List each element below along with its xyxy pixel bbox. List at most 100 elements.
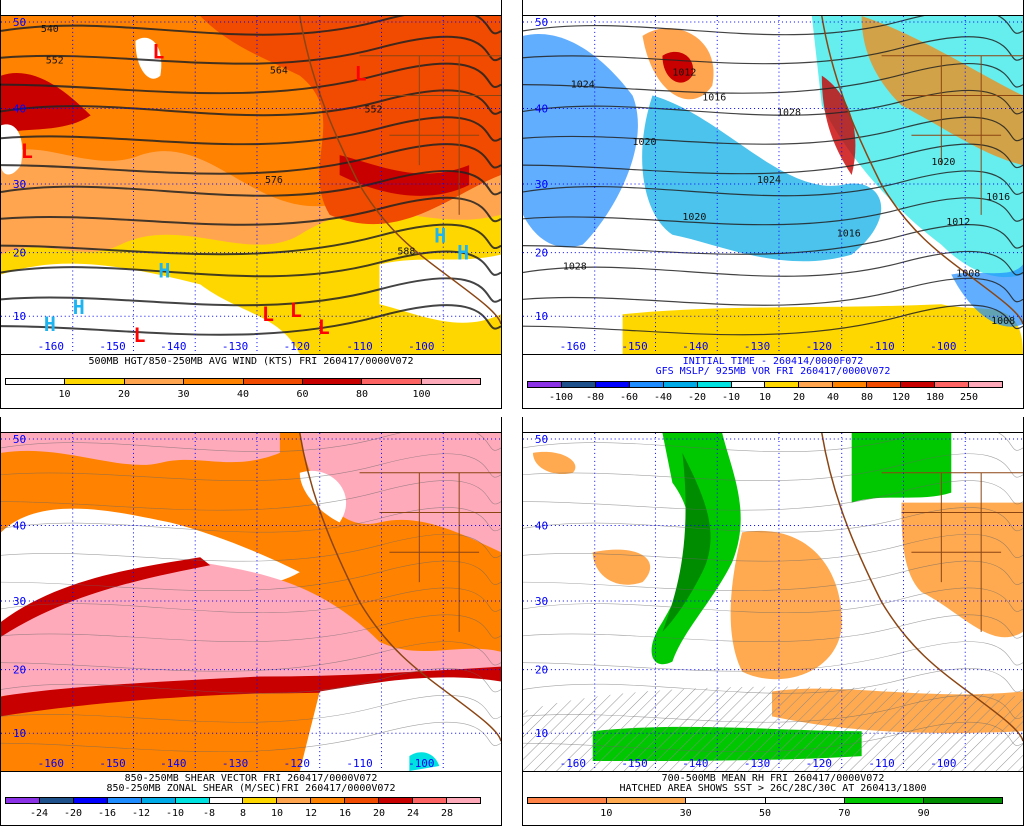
contour-line bbox=[1, 304, 501, 336]
low-pressure-marker: L bbox=[318, 316, 330, 339]
colorbar-labels: -24 -20 -16 -12 -10 -8 8 10 12 16 20 24 28 bbox=[5, 808, 481, 820]
colorbar-tick-label: 50 bbox=[758, 808, 772, 819]
shaded-region bbox=[821, 75, 856, 176]
shaded-region bbox=[135, 37, 162, 79]
shaded-region bbox=[379, 254, 501, 323]
latitude-label: 20 bbox=[535, 247, 548, 260]
panel-wind-500mb: 50 40 30 20 10 -160 -150 -140 -130 -120 -110 -100 54… bbox=[0, 0, 502, 409]
contour-label: 1016 bbox=[837, 229, 861, 240]
contour-line bbox=[523, 507, 1023, 533]
latitude-label: 20 bbox=[13, 247, 26, 260]
colorbar-tick-label: -40 bbox=[653, 392, 673, 403]
colorbar-segment bbox=[6, 798, 40, 803]
shaded-region bbox=[642, 95, 882, 262]
colorbar-tick-label: -60 bbox=[619, 392, 639, 403]
panel-relative-humidity: 50 40 30 20 10 -160 -150 -140 -130 -120 -110 -100 7… bbox=[522, 417, 1024, 826]
contour-label: 1020 bbox=[931, 157, 955, 168]
contour-line bbox=[523, 250, 1023, 277]
longitude-label: -120 bbox=[284, 340, 310, 353]
colorbar-segment bbox=[379, 798, 414, 803]
colorbar-segment bbox=[345, 798, 380, 803]
state-borders bbox=[881, 55, 1023, 215]
colorbar-tick-label: 24 bbox=[406, 808, 420, 819]
contour-label: 1024 bbox=[757, 175, 781, 186]
colorbar-tick-label: -80 bbox=[585, 392, 605, 403]
longitude-label: -130 bbox=[744, 340, 770, 353]
colorbar-segment bbox=[629, 382, 664, 387]
shaded-region bbox=[951, 264, 1023, 327]
colorbar bbox=[527, 797, 1003, 804]
latitude-label: 20 bbox=[535, 664, 548, 677]
colorbar-tick-label: 30 bbox=[177, 389, 190, 400]
colorbar-tick-label: 90 bbox=[917, 808, 930, 819]
contour-label: 1008 bbox=[956, 268, 980, 279]
contour-line bbox=[523, 480, 1023, 511]
low-pressure-marker: L bbox=[290, 299, 302, 322]
contour-line bbox=[1, 143, 501, 175]
colorbar-segment bbox=[561, 382, 596, 387]
coastline bbox=[821, 16, 1023, 325]
longitude-label: -130 bbox=[222, 340, 248, 353]
colorbar-segment bbox=[697, 382, 732, 387]
state-borders bbox=[359, 472, 501, 632]
colorbar-segment bbox=[302, 379, 363, 384]
colorbar-tick-label: 10 bbox=[270, 808, 284, 819]
contour-line bbox=[523, 668, 1023, 694]
colorbar-tick-label: -8 bbox=[202, 808, 216, 819]
contour-line bbox=[523, 534, 1023, 562]
shaded-region bbox=[1, 263, 300, 354]
latitude-label: 30 bbox=[13, 178, 26, 191]
latitude-label: 10 bbox=[13, 310, 26, 323]
caption-line-1: 850-250MB SHEAR VECTOR FRI 260417/0000V0… bbox=[124, 773, 378, 784]
longitude-label: -140 bbox=[160, 757, 186, 770]
colorbar-tick-label: 80 bbox=[860, 392, 874, 403]
longitude-label: -160 bbox=[560, 757, 586, 770]
colorbar-tick-label: 20 bbox=[372, 808, 386, 819]
colorbar-segment bbox=[362, 379, 422, 384]
latitude-label: 50 bbox=[535, 433, 548, 446]
coastline bbox=[299, 16, 501, 325]
caption-line-2: 850-250MB ZONAL SHEAR (M/SEC)FRI 260417/… bbox=[106, 783, 396, 794]
shaded-region bbox=[409, 752, 440, 771]
contour-line bbox=[1, 277, 501, 307]
contour-line bbox=[1, 35, 501, 65]
shaded-region bbox=[1, 562, 501, 702]
longitude-label: -110 bbox=[868, 757, 894, 770]
colorbar-segment bbox=[243, 798, 278, 803]
contour-line bbox=[523, 89, 1023, 116]
colorbar bbox=[5, 797, 481, 804]
shaded-region bbox=[523, 686, 1023, 771]
colorbar-tick-label: 180 bbox=[925, 392, 945, 403]
contour-line bbox=[1, 196, 501, 226]
contour-line bbox=[1, 250, 501, 278]
panel-mslp-vorticity: 50 40 30 20 10 -160 -150 -140 -130 -120 -110 -100 10… bbox=[522, 0, 1024, 409]
contour-label: 540 bbox=[41, 24, 59, 35]
contour-line bbox=[523, 197, 1023, 226]
longitude-label: -100 bbox=[408, 340, 434, 353]
caption-line-2: GFS MSLP/ 925MB VOR FRI 260417/0000V072 bbox=[655, 366, 891, 377]
contour-label: 588 bbox=[397, 247, 415, 258]
high-pressure-marker: H bbox=[434, 225, 446, 248]
colorbar bbox=[5, 378, 481, 385]
map-rh: 50 40 30 20 10 -160 -150 -140 -130 -120 -110 -100 bbox=[522, 432, 1024, 772]
map-mslp: 50 40 30 20 10 -160 -150 -140 -130 -120 -110 -100 10… bbox=[522, 15, 1024, 355]
colorbar-tick-label: -20 bbox=[687, 392, 707, 403]
colorbar-segment bbox=[528, 382, 562, 387]
longitude-label: -140 bbox=[160, 340, 186, 353]
map-wind: 50 40 30 20 10 -160 -150 -140 -130 -120 -110 -100 54… bbox=[0, 15, 502, 355]
shaded-region bbox=[1, 73, 91, 136]
contour-line bbox=[1, 668, 501, 694]
contour-label: 1012 bbox=[672, 68, 696, 79]
longitude-label: -150 bbox=[99, 340, 125, 353]
contour-line bbox=[523, 304, 1023, 336]
contour-label: 552 bbox=[365, 104, 383, 115]
low-pressure-marker: L bbox=[21, 140, 33, 163]
shaded-region bbox=[1, 666, 501, 717]
colorbar-segment bbox=[141, 798, 176, 803]
longitude-label: -160 bbox=[38, 757, 64, 770]
colorbar-tick-label: 40 bbox=[826, 392, 840, 403]
longitude-label: -110 bbox=[346, 340, 372, 353]
shaded-region bbox=[730, 530, 842, 680]
longitude-label: -120 bbox=[806, 340, 832, 353]
longitude-label: -130 bbox=[744, 757, 770, 770]
